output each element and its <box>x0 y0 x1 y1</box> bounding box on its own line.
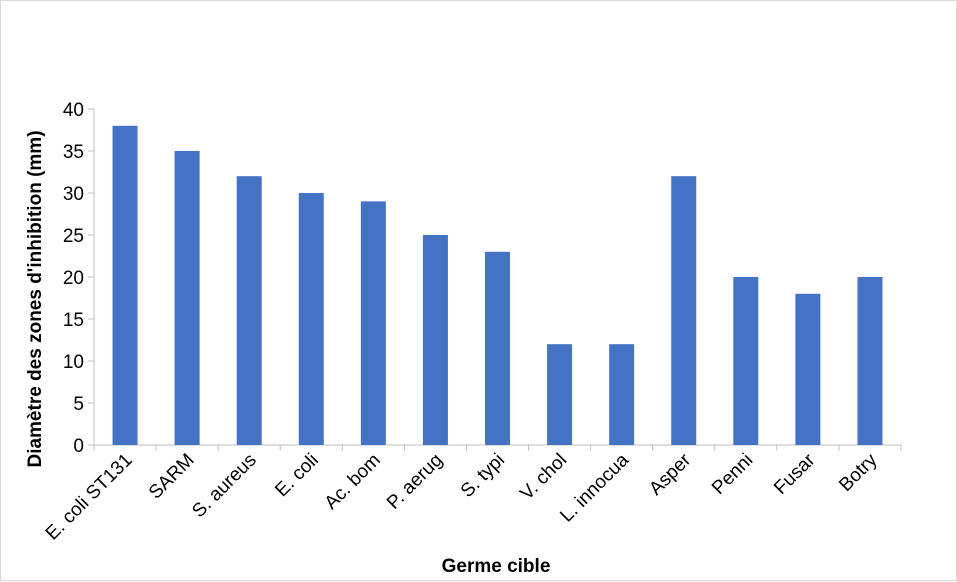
bar <box>360 201 386 445</box>
bar <box>236 176 262 445</box>
bar <box>485 251 510 445</box>
bar <box>174 151 200 445</box>
x-tick-label: SARM <box>145 450 199 504</box>
y-tick-label: 10 <box>63 352 84 373</box>
bar <box>857 277 883 445</box>
x-tick-label: Fusar <box>770 449 820 499</box>
bar <box>609 344 635 445</box>
axis-titles: Germe cible Diamètre des zones d'inhibit… <box>25 130 550 577</box>
x-tick-label: Penni <box>708 450 757 499</box>
x-tick-label: S. aureus <box>188 450 260 522</box>
bar <box>547 344 573 445</box>
x-tick-label: Ac. bom <box>321 450 385 514</box>
x-tick-label: E. coli <box>271 450 322 501</box>
y-tick-label: 35 <box>63 142 84 163</box>
y-tick-label: 30 <box>63 184 84 205</box>
bar <box>795 293 821 445</box>
y-tick-label: 5 <box>73 394 84 415</box>
x-tick-label: V. chol <box>516 450 571 505</box>
bar <box>671 176 697 445</box>
x-tick-label: L. innocua <box>556 449 633 526</box>
y-tick-label: 40 <box>63 100 84 121</box>
y-tick-label: 15 <box>63 310 84 331</box>
x-tick-label: S. typi <box>457 450 509 502</box>
bar <box>422 235 448 445</box>
y-tick-label: 20 <box>63 268 84 289</box>
x-tick-label: Botry <box>835 449 882 496</box>
x-axis-title: Germe cible <box>442 556 551 577</box>
y-tick-label: 25 <box>63 226 84 247</box>
bar <box>112 125 138 446</box>
x-tick-label: E. coli ST131 <box>42 450 137 545</box>
bar <box>733 277 759 445</box>
bar <box>298 193 324 445</box>
bars <box>112 125 883 446</box>
y-axis: 0 5 10 15 20 25 30 35 40 <box>63 100 95 457</box>
x-tick-label: P. aerug <box>383 450 447 514</box>
x-tick-label: Asper <box>645 449 695 499</box>
y-axis-title: Diamètre des zones d'inhibition (mm) <box>25 130 46 467</box>
y-tick-label: 0 <box>73 436 84 457</box>
